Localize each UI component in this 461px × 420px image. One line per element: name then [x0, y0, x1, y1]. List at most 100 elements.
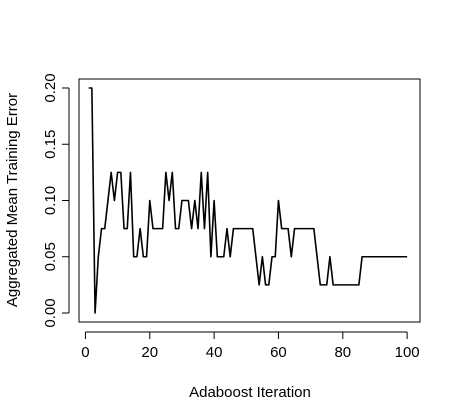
data-point: [297, 228, 299, 230]
data-point: [110, 172, 112, 174]
data-point: [123, 228, 125, 230]
data-point: [149, 200, 151, 202]
data-point: [91, 87, 93, 89]
data-point: [316, 256, 318, 258]
data-point: [217, 256, 219, 258]
y-tick-label: 0.15: [42, 130, 59, 159]
x-axis-label: Adaboost Iteration: [189, 384, 311, 401]
data-point: [126, 228, 128, 230]
y-tick-label: 0.05: [42, 242, 59, 271]
data-point: [191, 228, 193, 230]
data-point: [332, 284, 334, 286]
data-point: [300, 228, 302, 230]
data-point: [171, 172, 173, 174]
data-point: [213, 200, 215, 202]
data-point: [146, 256, 148, 258]
data-point: [98, 256, 100, 258]
y-axis: 0.00 0.05 0.10 0.15 0.20: [42, 73, 70, 328]
data-point: [88, 87, 90, 89]
data-point: [387, 256, 389, 258]
y-tick-label: 0.00: [42, 298, 59, 327]
data-point: [120, 172, 122, 174]
data-point: [284, 228, 286, 230]
data-point: [265, 284, 267, 286]
data-point: [336, 284, 338, 286]
data-point: [406, 256, 408, 258]
data-point: [242, 228, 244, 230]
data-point: [197, 228, 199, 230]
data-point: [162, 228, 164, 230]
data-point: [252, 228, 254, 230]
data-point: [139, 228, 141, 230]
data-point: [307, 228, 309, 230]
data-point: [281, 228, 283, 230]
y-tick-label: 0.20: [42, 73, 59, 102]
data-point: [181, 200, 183, 202]
data-point: [400, 256, 402, 258]
data-point: [371, 256, 373, 258]
data-point: [255, 256, 257, 258]
data-point: [403, 256, 405, 258]
data-point: [342, 284, 344, 286]
data-point: [184, 200, 186, 202]
data-point: [355, 284, 357, 286]
data-point: [168, 200, 170, 202]
data-point: [377, 256, 379, 258]
x-tick-label: 40: [206, 344, 223, 361]
data-point: [397, 256, 399, 258]
data-point: [226, 228, 228, 230]
data-point: [152, 228, 154, 230]
data-point: [352, 284, 354, 286]
x-tick-label: 0: [81, 344, 89, 361]
data-point: [210, 256, 212, 258]
data-point: [374, 256, 376, 258]
data-point: [271, 256, 273, 258]
data-point: [249, 228, 251, 230]
data-point: [326, 284, 328, 286]
data-point: [101, 228, 103, 230]
data-point: [178, 228, 180, 230]
data-point: [278, 200, 280, 202]
data-point: [381, 256, 383, 258]
data-point: [268, 284, 270, 286]
data-point: [239, 228, 241, 230]
data-point: [365, 256, 367, 258]
data-point: [274, 256, 276, 258]
data-point: [390, 256, 392, 258]
data-point: [236, 228, 238, 230]
data-point: [104, 228, 106, 230]
data-point: [114, 200, 116, 202]
x-axis: 0 20 40 60 80 100: [81, 331, 420, 361]
series-group: [88, 87, 408, 314]
data-point: [94, 312, 96, 314]
data-point: [294, 228, 296, 230]
data-point: [361, 256, 363, 258]
data-point: [204, 228, 206, 230]
data-point: [200, 172, 202, 174]
data-point: [245, 228, 247, 230]
data-point: [143, 256, 145, 258]
data-point: [130, 172, 132, 174]
data-point: [229, 256, 231, 258]
data-point: [345, 284, 347, 286]
data-point: [339, 284, 341, 286]
y-tick-label: 0.10: [42, 186, 59, 215]
data-point: [319, 284, 321, 286]
data-point: [313, 228, 315, 230]
data-point: [136, 256, 138, 258]
data-point: [303, 228, 305, 230]
data-point: [107, 200, 109, 202]
data-point: [291, 256, 293, 258]
data-point: [220, 256, 222, 258]
data-point: [223, 256, 225, 258]
x-tick-label: 20: [141, 344, 158, 361]
series-line: [88, 87, 408, 314]
data-point: [393, 256, 395, 258]
data-point: [155, 228, 157, 230]
x-tick-label: 100: [395, 344, 420, 361]
data-point: [175, 228, 177, 230]
data-point: [207, 172, 209, 174]
data-point: [258, 284, 260, 286]
data-point: [287, 228, 289, 230]
